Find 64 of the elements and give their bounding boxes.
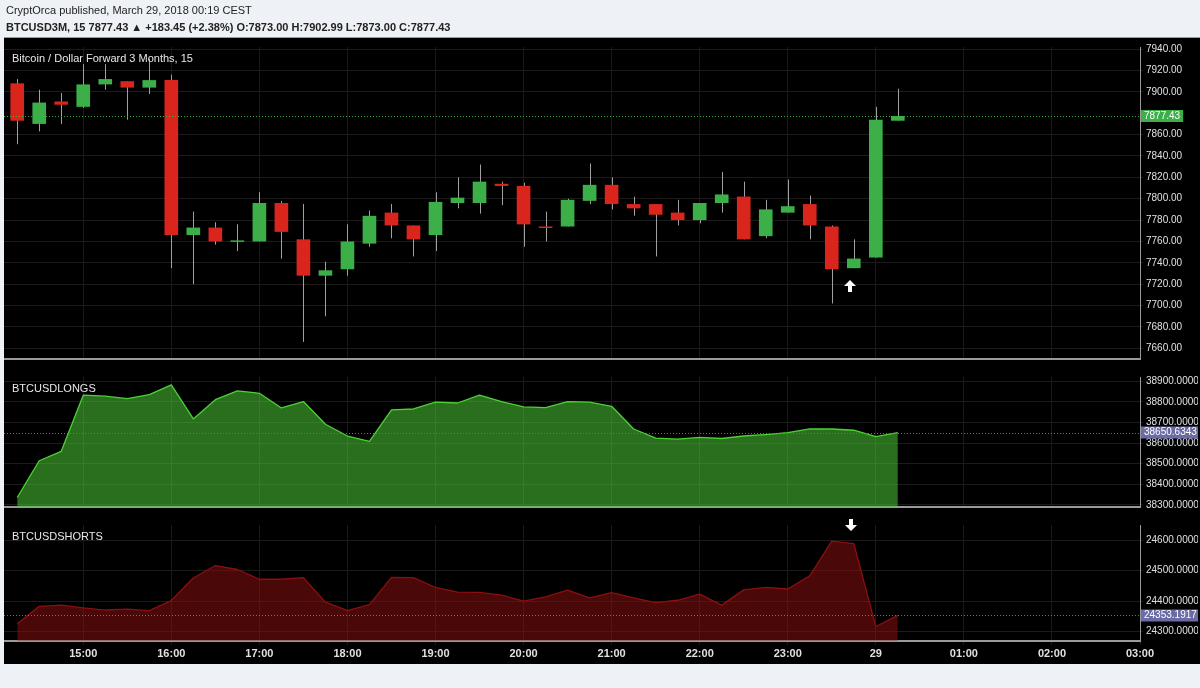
candlestick [780,178,795,214]
y-tick-label: 24500.0000 [1146,564,1200,576]
y-tick-label: 38900.0000 [1146,374,1200,386]
x-tick-label: 02:00 [1037,647,1067,660]
y-tick-label: 7900.00 [1146,85,1183,97]
candlestick [494,181,509,206]
x-tick-label: 22:00 [685,647,714,660]
candlestick [802,195,817,240]
y-tick-label: 38500.0000 [1146,457,1200,469]
x-tick-label: 15:00 [69,647,98,660]
text: CryptOrca published, March 29, 2018 00:19 CEST [6,3,253,18]
y-tick-label: 7700.00 [1146,299,1183,311]
ref-line-label: 24353.1917 [1144,609,1198,621]
candlestick [714,171,729,214]
candlestick [472,164,487,215]
candlestick [692,202,707,224]
y-tick-label: 7760.00 [1146,235,1183,247]
candlestick [318,261,333,317]
y-tick-label: 7660.00 [1146,342,1183,354]
candlestick [98,63,113,91]
y-tick-label: 24300.0000 [1146,625,1200,637]
chart-title: BTCUSDLONGS [12,381,96,394]
candlestick [582,162,597,205]
y-tick-label: 7820.00 [1146,171,1183,183]
chart-title: Bitcoin / Dollar Forward 3 Months, 15 [12,51,193,64]
y-tick-label: 7800.00 [1146,192,1183,204]
y-tick-label: 38600.0000 [1146,436,1200,448]
x-tick-label: 01:00 [949,647,978,660]
ref-line-label: 38650.6343 [1144,426,1198,438]
y-tick-label: 38400.0000 [1146,478,1200,490]
candlestick [120,80,135,121]
y-tick-label: 7920.00 [1146,64,1183,76]
chart-title: BTCUSDSHORTS [12,529,103,542]
x-tick-label: 23:00 [773,647,802,660]
y-tick-label: 7680.00 [1146,320,1183,332]
candlestick [604,176,619,210]
y-tick-label: 7780.00 [1146,213,1183,225]
x-tick-label: 16:00 [157,647,186,660]
y-tick-label: 38700.0000 [1146,416,1200,428]
y-tick-label: 7940.00 [1146,42,1183,54]
candlestick [230,223,245,252]
x-tick-label: 03:00 [1125,647,1155,660]
candlestick [648,203,663,257]
candlestick [626,196,641,217]
ref-line-label: 7877.43 [1144,109,1181,121]
y-tick-label: 7860.00 [1146,128,1183,140]
x-tick-label: 21:00 [597,647,626,660]
y-tick-label: 7840.00 [1146,149,1183,161]
x-tick-label: 19:00 [421,647,450,660]
candlestick [76,63,91,109]
candlestick [406,224,421,257]
y-tick-label: 24600.0000 [1146,533,1200,545]
y-tick-label: 38800.0000 [1146,395,1200,407]
y-tick-label: 38300.0000 [1146,498,1200,510]
y-tick-label: 24400.0000 [1146,594,1200,606]
candlestick [846,238,861,269]
candlestick [54,92,69,125]
text: BTCUSD3M, 15 7877.43 ▲ +183.45 (+2.38%) O:7873.00 H:7902.99 L:7873.00 C:7877.43 [6,20,451,35]
x-tick-label: 18:00 [333,647,362,660]
x-tick-label: 17:00 [245,647,274,660]
x-tick-label: 29 [869,647,882,660]
y-tick-label: 7740.00 [1146,256,1183,268]
x-tick-label: 20:00 [509,647,538,660]
y-tick-label: 7720.00 [1146,277,1183,289]
